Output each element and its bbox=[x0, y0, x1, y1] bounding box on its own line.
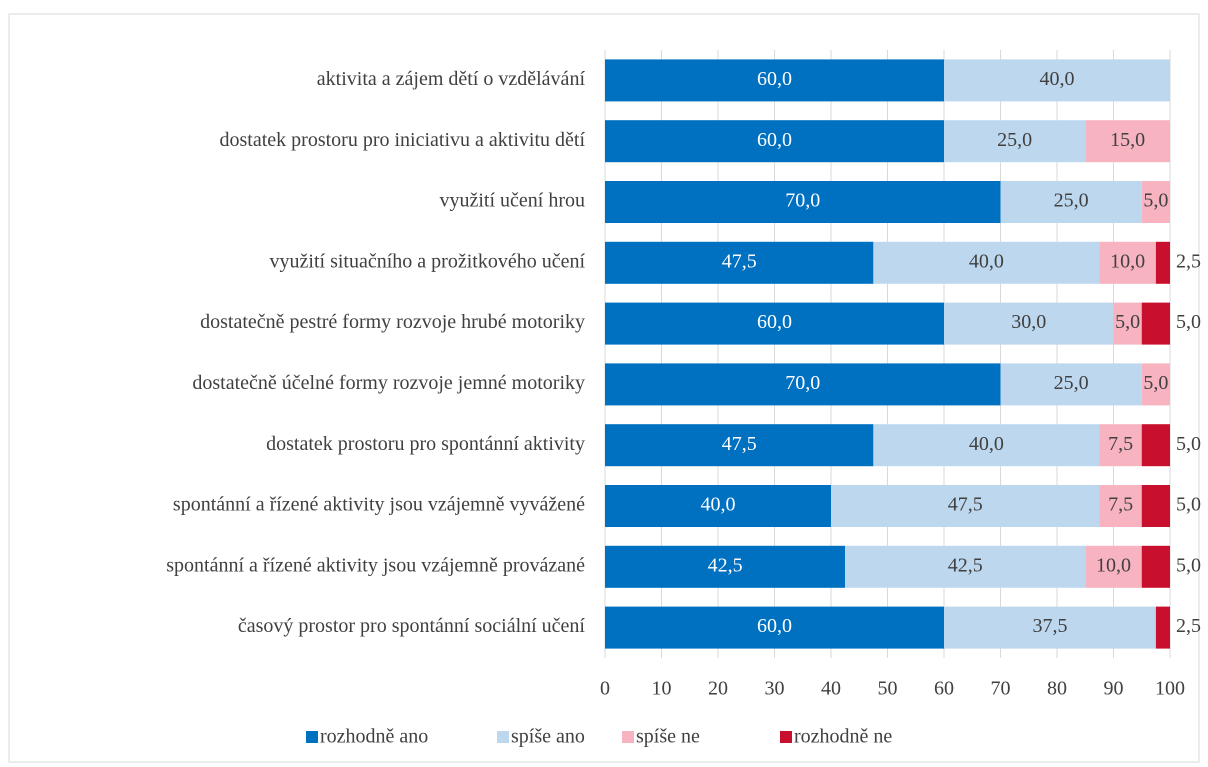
data-label: 5,0 bbox=[1143, 190, 1168, 212]
data-label: 25,0 bbox=[1054, 372, 1089, 394]
legend-swatch bbox=[622, 731, 634, 743]
data-label: 7,5 bbox=[1108, 494, 1133, 516]
bar-segment bbox=[605, 363, 1001, 406]
data-label: 60,0 bbox=[757, 311, 792, 333]
bar-segment bbox=[1155, 606, 1170, 649]
data-label: 40,0 bbox=[969, 433, 1004, 455]
bar-segment bbox=[845, 545, 1086, 588]
bar-segment bbox=[873, 241, 1100, 284]
bar-segment bbox=[1085, 120, 1170, 163]
x-tick-label: 80 bbox=[1047, 678, 1067, 700]
bar-segment bbox=[605, 241, 874, 284]
data-label: 60,0 bbox=[757, 129, 792, 151]
bar-segment bbox=[831, 485, 1100, 527]
bar-segment bbox=[1141, 545, 1170, 588]
data-label: 70,0 bbox=[785, 372, 820, 394]
y-tick-label: spontánní a řízené aktivity jsou vzájemn… bbox=[173, 494, 585, 516]
data-label: 60,0 bbox=[757, 68, 792, 90]
legend-swatch bbox=[780, 731, 792, 743]
data-label: 5,0 bbox=[1143, 372, 1168, 394]
bar-segment bbox=[1113, 302, 1142, 345]
data-label: 5,0 bbox=[1115, 311, 1140, 333]
data-label: 15,0 bbox=[1110, 129, 1145, 151]
data-label: 47,5 bbox=[722, 433, 757, 455]
bar-segment bbox=[944, 606, 1156, 649]
bar-segment bbox=[1085, 545, 1142, 588]
data-label: 10,0 bbox=[1096, 554, 1131, 576]
bar-segment bbox=[944, 302, 1114, 345]
data-label: 40,0 bbox=[969, 250, 1004, 272]
x-tick-label: 30 bbox=[765, 678, 785, 700]
data-label: 5,0 bbox=[1176, 494, 1201, 516]
data-label: 5,0 bbox=[1176, 554, 1201, 576]
y-tick-label: dostatečně účelné formy rozvoje jemné mo… bbox=[192, 372, 585, 394]
data-label: 70,0 bbox=[785, 190, 820, 212]
y-tick-label: aktivita a zájem dětí o vzdělávání bbox=[317, 68, 586, 90]
legend-label: spíše ano bbox=[511, 726, 585, 748]
x-tick-label: 70 bbox=[991, 678, 1011, 700]
bar-segment bbox=[1000, 363, 1142, 406]
bar-segment bbox=[605, 120, 944, 163]
bar-segment bbox=[873, 424, 1100, 467]
bar-segment bbox=[605, 59, 944, 102]
bar-segment bbox=[944, 59, 1170, 102]
bar-segment bbox=[1141, 181, 1170, 223]
x-tick-label: 90 bbox=[1104, 678, 1124, 700]
x-tick-label: 60 bbox=[934, 678, 954, 700]
data-label: 47,5 bbox=[948, 494, 983, 516]
y-tick-label: spontánní a řízené aktivity jsou vzájemn… bbox=[166, 554, 585, 576]
y-tick-label: dostatek prostoru pro spontánní aktivity bbox=[266, 433, 585, 455]
data-label: 47,5 bbox=[722, 250, 757, 272]
data-label: 42,5 bbox=[948, 554, 983, 576]
data-label: 10,0 bbox=[1110, 250, 1145, 272]
bar-segment bbox=[605, 606, 944, 649]
x-tick-label: 0 bbox=[600, 678, 610, 700]
x-tick-label: 40 bbox=[821, 678, 841, 700]
data-label: 5,0 bbox=[1176, 311, 1201, 333]
data-label: 25,0 bbox=[1054, 190, 1089, 212]
data-label: 40,0 bbox=[1040, 68, 1075, 90]
bar-segment bbox=[605, 545, 846, 588]
bar-segment bbox=[944, 120, 1086, 163]
bar-segment bbox=[1141, 302, 1170, 345]
data-label: 60,0 bbox=[757, 615, 792, 637]
bar-segment bbox=[605, 485, 831, 527]
data-label: 5,0 bbox=[1176, 433, 1201, 455]
data-label: 2,5 bbox=[1176, 615, 1201, 637]
data-label: 42,5 bbox=[708, 554, 743, 576]
bar-segment bbox=[1099, 241, 1156, 284]
data-label: 25,0 bbox=[997, 129, 1032, 151]
x-tick-label: 50 bbox=[878, 678, 898, 700]
bar-segment bbox=[1141, 363, 1170, 406]
bar-segment bbox=[605, 424, 874, 467]
y-tick-label: dostatečně pestré formy rozvoje hrubé mo… bbox=[200, 311, 585, 333]
legend-swatch bbox=[497, 731, 509, 743]
bar-segment bbox=[605, 302, 944, 345]
bar-segment bbox=[1141, 485, 1170, 527]
data-label: 40,0 bbox=[701, 494, 736, 516]
x-tick-label: 10 bbox=[652, 678, 672, 700]
legend-swatch bbox=[306, 731, 318, 743]
y-tick-label: využití učení hrou bbox=[439, 190, 585, 212]
y-tick-label: dostatek prostoru pro iniciativu a aktiv… bbox=[220, 129, 586, 151]
data-label: 2,5 bbox=[1176, 250, 1201, 272]
data-label: 7,5 bbox=[1108, 433, 1133, 455]
bar-segment bbox=[1000, 181, 1142, 223]
legend-label: rozhodně ano bbox=[320, 726, 428, 748]
x-tick-label: 20 bbox=[708, 678, 728, 700]
bar-segment bbox=[1141, 424, 1170, 467]
legend-label: rozhodně ne bbox=[794, 726, 892, 748]
bar-segment bbox=[1099, 485, 1142, 527]
y-tick-label: časový prostor pro spontánní sociální uč… bbox=[238, 615, 586, 637]
bar-segment bbox=[1155, 241, 1170, 284]
data-label: 30,0 bbox=[1011, 311, 1046, 333]
x-tick-label: 100 bbox=[1155, 678, 1185, 700]
y-tick-label: využití situačního a prožitkového učení bbox=[270, 250, 586, 272]
legend-label: spíše ne bbox=[636, 726, 700, 748]
bar-segment bbox=[1099, 424, 1142, 467]
bar-segment bbox=[605, 181, 1001, 223]
data-label: 37,5 bbox=[1032, 615, 1067, 637]
